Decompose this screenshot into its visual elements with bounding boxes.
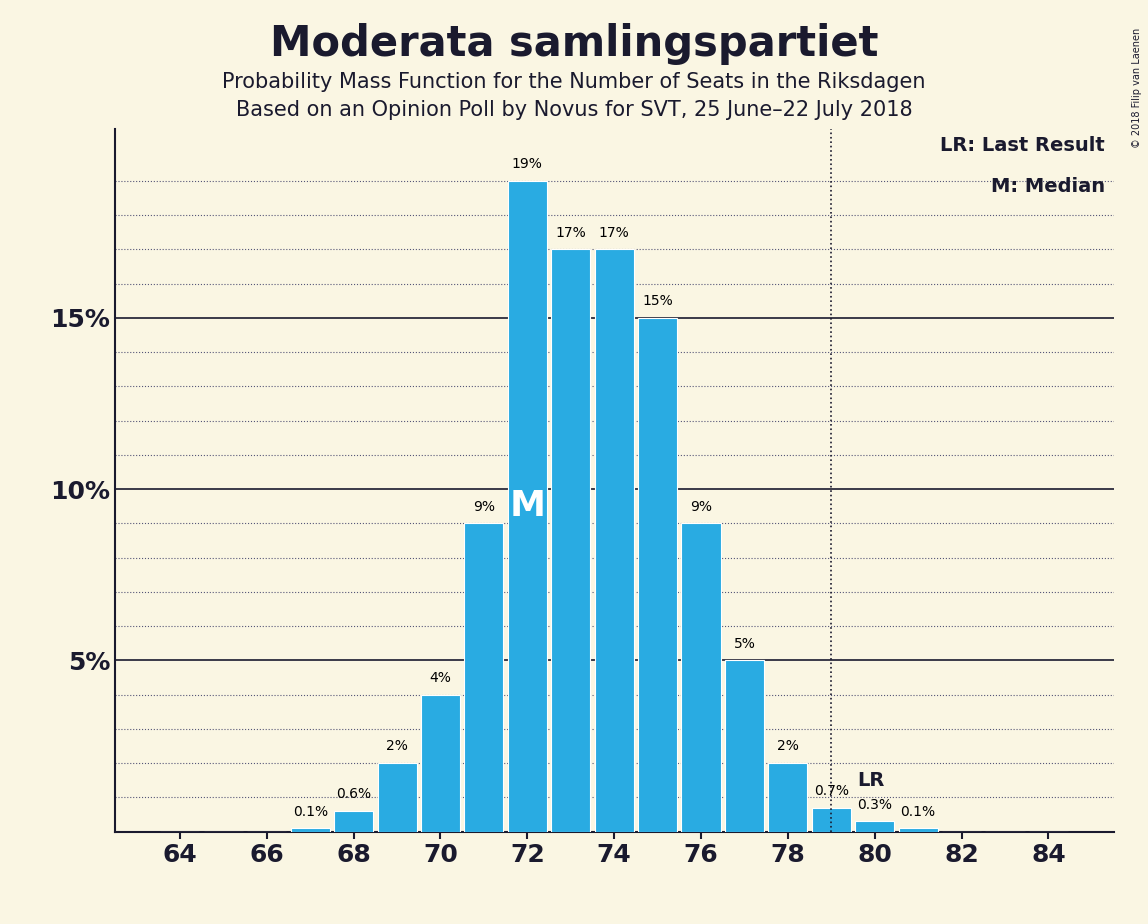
Text: 17%: 17%	[599, 225, 629, 239]
Text: M: M	[510, 489, 545, 523]
Bar	[421, 695, 460, 832]
Bar	[507, 181, 546, 832]
Bar	[638, 318, 677, 832]
Text: 9%: 9%	[690, 500, 712, 514]
Text: 0.6%: 0.6%	[336, 787, 371, 801]
Text: 19%: 19%	[512, 157, 543, 171]
Bar	[334, 811, 373, 832]
Text: M: Median: M: Median	[991, 177, 1104, 196]
Bar	[768, 763, 807, 832]
Text: 9%: 9%	[473, 500, 495, 514]
Bar	[595, 249, 634, 832]
Bar	[682, 523, 721, 832]
Bar	[464, 523, 504, 832]
Text: Moderata samlingspartiet: Moderata samlingspartiet	[270, 23, 878, 65]
Bar	[724, 661, 765, 832]
Bar	[378, 763, 417, 832]
Text: LR: LR	[858, 771, 885, 790]
Text: 4%: 4%	[429, 671, 451, 685]
Bar	[812, 808, 851, 832]
Text: Probability Mass Function for the Number of Seats in the Riksdagen: Probability Mass Function for the Number…	[223, 72, 925, 92]
Bar	[855, 821, 894, 832]
Bar	[290, 828, 329, 832]
Text: 15%: 15%	[642, 294, 673, 309]
Text: LR: Last Result: LR: Last Result	[940, 136, 1104, 155]
Text: 17%: 17%	[556, 225, 587, 239]
Text: © 2018 Filip van Laenen: © 2018 Filip van Laenen	[1132, 28, 1142, 148]
Text: 0.1%: 0.1%	[900, 805, 936, 819]
Text: 0.3%: 0.3%	[858, 797, 892, 811]
Text: 2%: 2%	[386, 739, 408, 753]
Text: 0.7%: 0.7%	[814, 784, 848, 798]
Text: Based on an Opinion Poll by Novus for SVT, 25 June–22 July 2018: Based on an Opinion Poll by Novus for SV…	[235, 100, 913, 120]
Bar	[551, 249, 590, 832]
Text: 2%: 2%	[777, 739, 799, 753]
Text: 0.1%: 0.1%	[293, 805, 328, 819]
Bar	[899, 828, 938, 832]
Text: 5%: 5%	[734, 637, 755, 650]
